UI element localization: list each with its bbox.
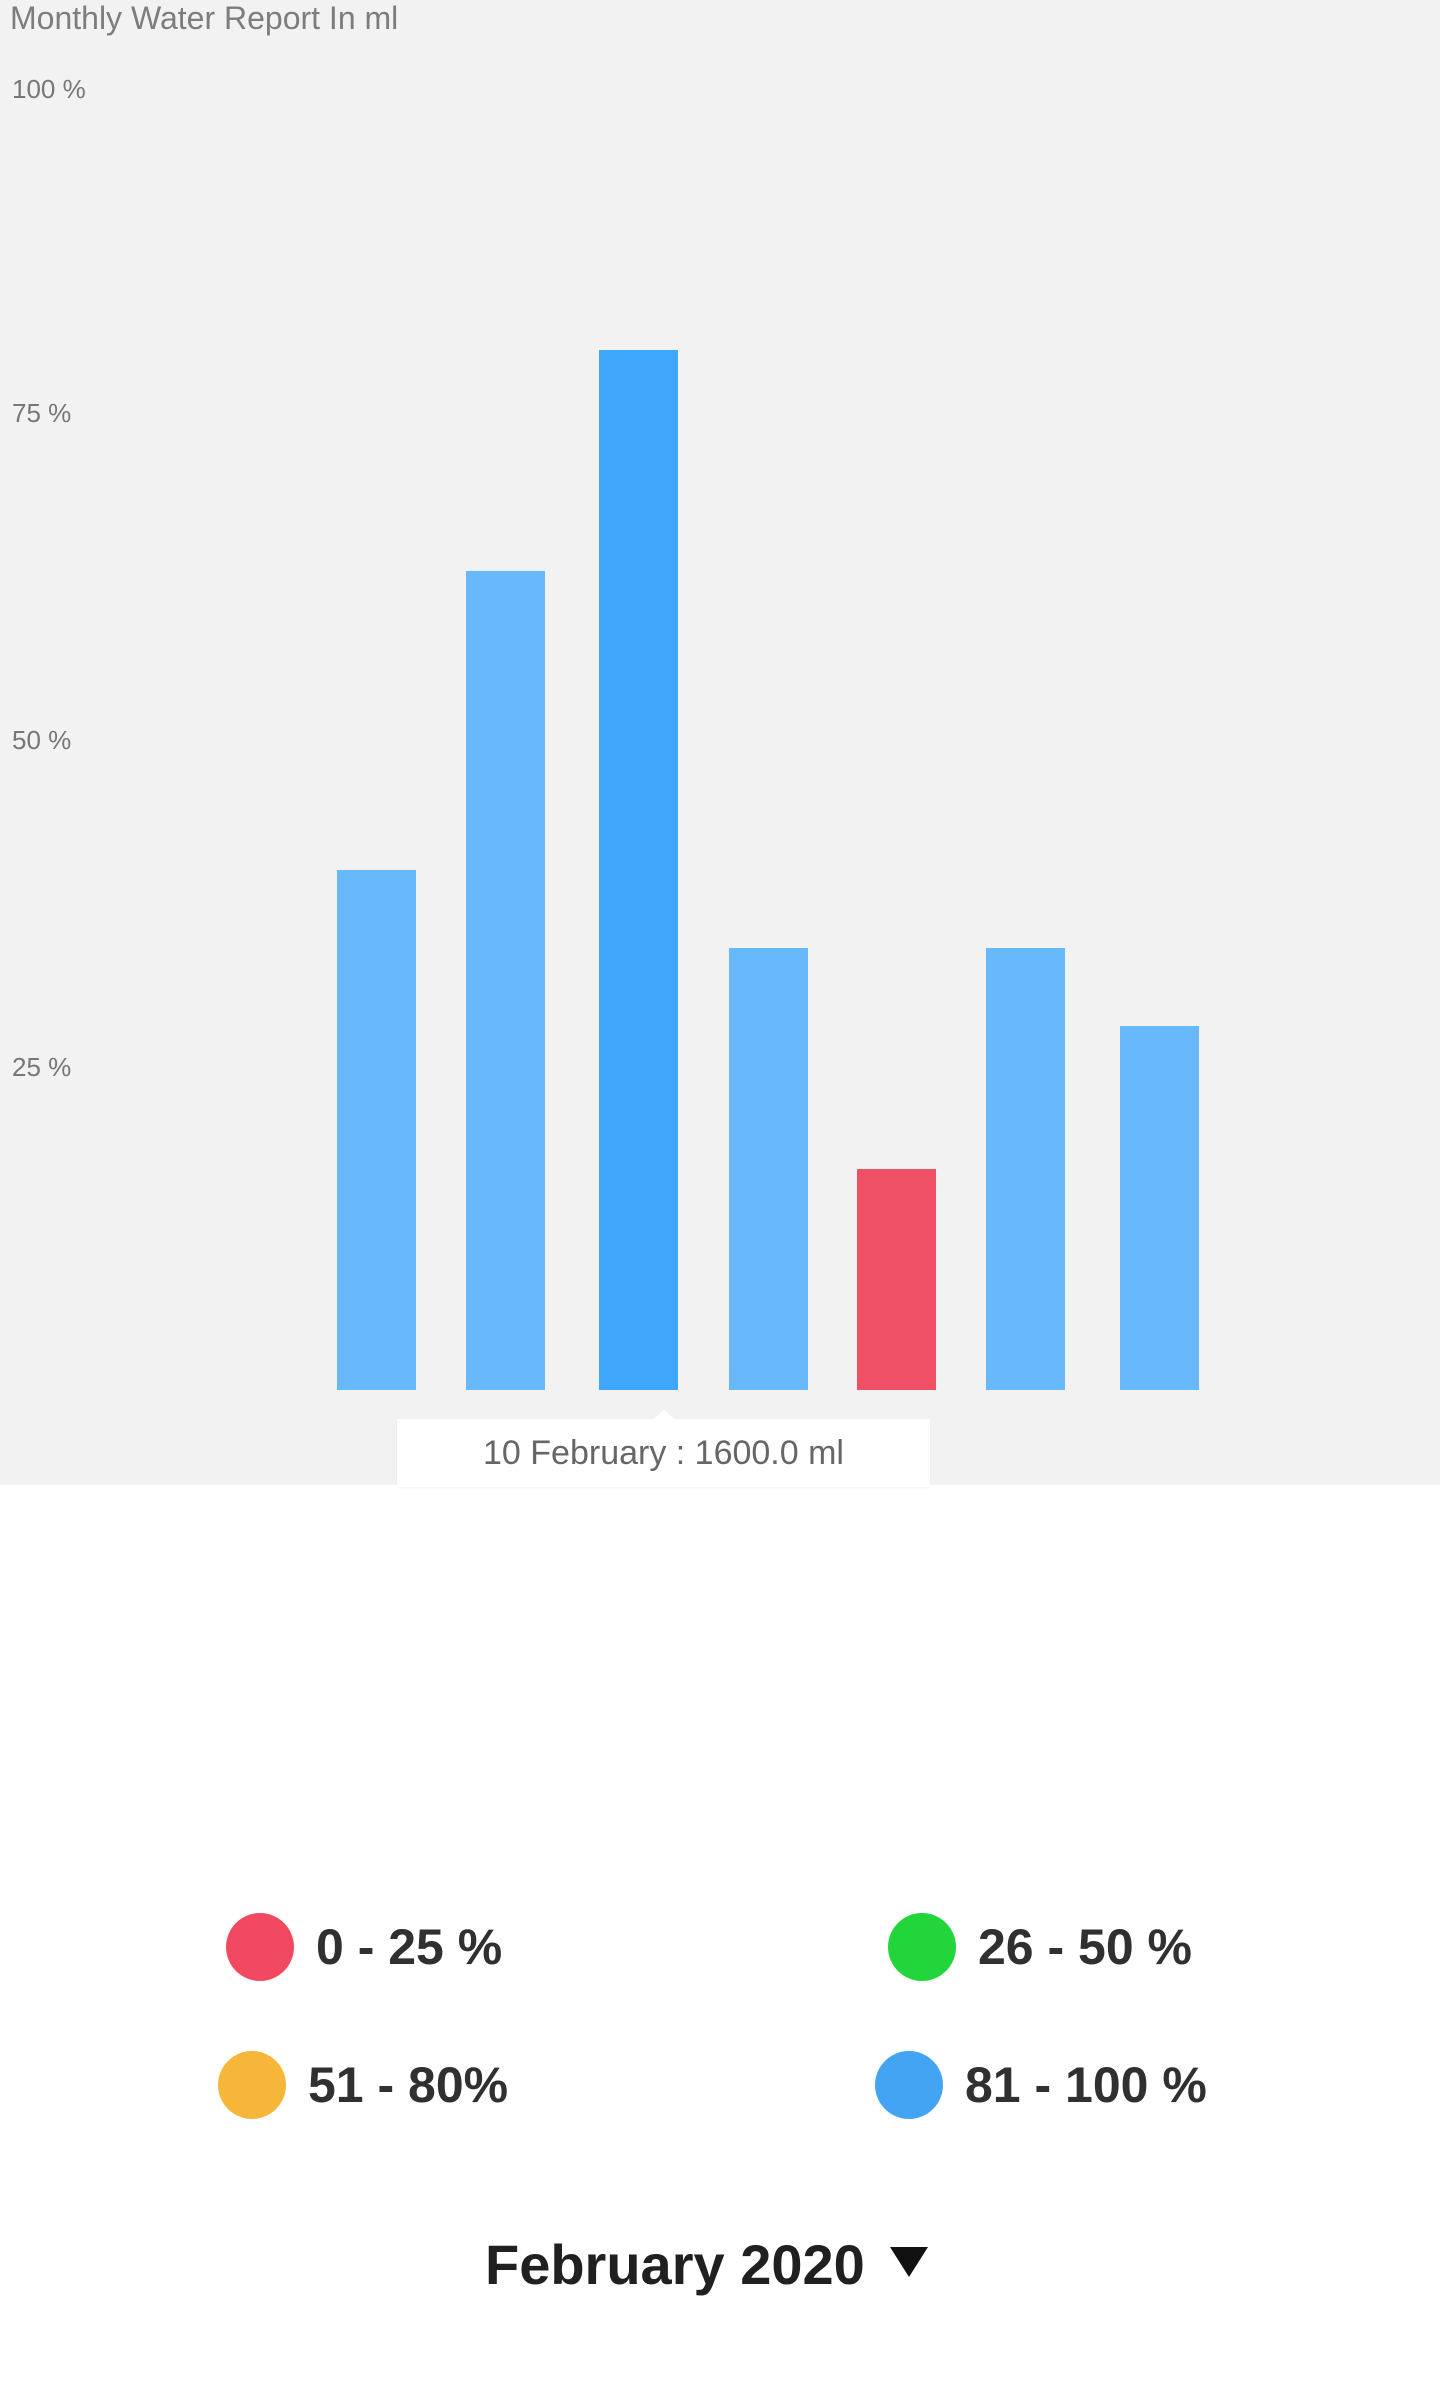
legend-label-26-50: 26 - 50 % <box>978 1919 1193 1975</box>
bar-4[interactable] <box>729 948 808 1390</box>
legend-dot-blue <box>875 2051 943 2119</box>
y-tick-label: 50 % <box>12 725 71 755</box>
legend-dot-orange <box>218 2051 286 2119</box>
legend-item-51-80: 51 - 80% <box>218 2048 508 2122</box>
chart-panel: Monthly Water Report In ml 100 % 75 % 50 %… <box>0 0 1440 1487</box>
bar-3[interactable] <box>599 350 678 1390</box>
bar-7[interactable] <box>1120 1026 1199 1390</box>
legend-label-81-100: 81 - 100 % <box>965 2057 1207 2113</box>
bar-5[interactable] <box>857 1169 936 1390</box>
y-tick-label: 25 % <box>12 1052 71 1082</box>
month-selector-label: February 2020 <box>485 2232 865 2296</box>
y-tick-label: 75 % <box>12 398 71 428</box>
legend-dot-red <box>226 1913 294 1981</box>
bar-1[interactable] <box>337 870 416 1390</box>
legend-dot-green <box>888 1913 956 1981</box>
legend-label-0-25: 0 - 25 % <box>316 1919 503 1975</box>
legend-item-81-100: 81 - 100 % <box>875 2048 1207 2122</box>
chart-title: Monthly Water Report In ml <box>10 0 399 36</box>
month-selector[interactable]: February 2020 <box>485 2224 928 2304</box>
bar-6[interactable] <box>986 948 1065 1390</box>
legend-item-26-50: 26 - 50 % <box>888 1910 1192 1984</box>
bar-tooltip: 10 February : 1600.0 ml <box>397 1409 930 1487</box>
triangle-down-icon <box>889 2247 928 2277</box>
y-tick-label: 100 % <box>12 74 86 104</box>
legend-item-0-25: 0 - 25 % <box>226 1910 502 1984</box>
bar-2[interactable] <box>466 571 545 1390</box>
legend-label-51-80: 51 - 80% <box>308 2057 509 2113</box>
bar-chart: 100 % 75 % 50 % 25 % <box>12 74 1199 1390</box>
